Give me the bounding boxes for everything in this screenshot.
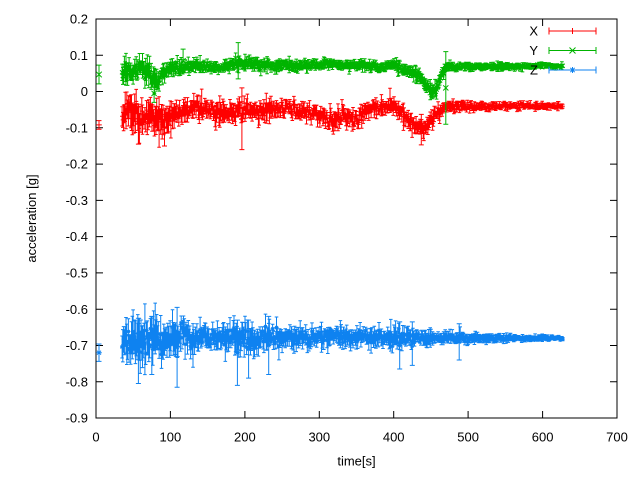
- legend-key-sample: [548, 66, 597, 74]
- y-tick-label: 0.2: [70, 12, 88, 27]
- x-tick-label: 300: [308, 430, 330, 445]
- legend-key-sample: [548, 27, 597, 35]
- legend-item-y: Y: [529, 43, 597, 58]
- legend-label: Z: [530, 63, 538, 78]
- x-tick-label: 400: [383, 430, 405, 445]
- y-tick-label: -0.3: [66, 193, 88, 208]
- legend-key-sample: [548, 47, 597, 54]
- y-tick-label: -0.7: [66, 338, 88, 353]
- y-tick-label: -0.5: [66, 265, 88, 280]
- series-y-errorbars: [95, 42, 566, 125]
- x-tick-label: 500: [457, 430, 479, 445]
- y-tick-label: -0.6: [66, 302, 88, 317]
- legend-item-x: X: [529, 24, 597, 39]
- x-tick-label: 700: [606, 430, 628, 445]
- y-tick-label: 0.1: [70, 48, 88, 63]
- y-tick-label: -0.9: [66, 411, 88, 426]
- y-tick-label: -0.8: [66, 374, 88, 389]
- y-tick-label: -0.4: [66, 229, 88, 244]
- y-tick-label: -0.2: [66, 157, 88, 172]
- x-axis-label: time[s]: [337, 454, 375, 469]
- plot-border: [95, 18, 618, 419]
- legend-label: Y: [529, 43, 538, 58]
- legend-label: X: [529, 24, 538, 39]
- y-tick-label: 0: [81, 84, 88, 99]
- legend-item-z: Z: [530, 63, 597, 78]
- axis-ticks: [95, 18, 618, 419]
- y-tick-label: -0.1: [66, 120, 88, 135]
- x-tick-label: 0: [92, 430, 99, 445]
- y-axis-label: acceleration [g]: [24, 174, 39, 262]
- series-z-errorbars: [96, 302, 565, 388]
- x-tick-label: 200: [234, 430, 256, 445]
- x-tick-label: 100: [160, 430, 182, 445]
- x-tick-label: 600: [532, 430, 554, 445]
- series-x-errorbars: [96, 87, 565, 151]
